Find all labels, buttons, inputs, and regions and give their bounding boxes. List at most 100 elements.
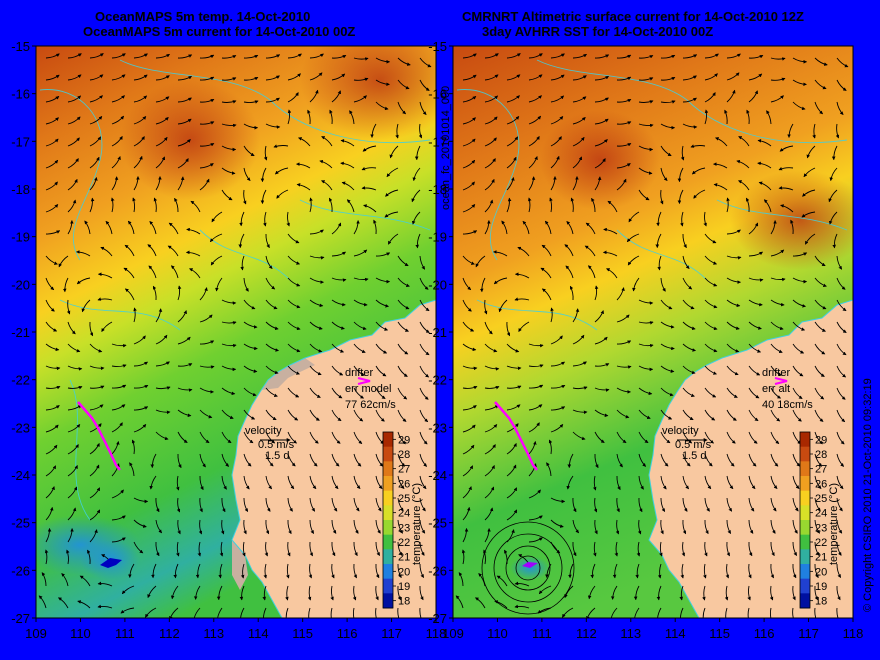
- current-arrow: [221, 343, 237, 348]
- current-arrow: [726, 53, 741, 59]
- current-arrow: [133, 95, 148, 103]
- current-arrow: [483, 299, 488, 315]
- current-arrow: [738, 136, 750, 147]
- current-arrow: [462, 277, 472, 291]
- current-arrow: [296, 162, 311, 169]
- current-arrow: [726, 299, 741, 308]
- current-arrow: [836, 497, 843, 512]
- current-arrow: [462, 343, 477, 352]
- current-arrow: [792, 321, 806, 331]
- current-arrow: [778, 166, 794, 171]
- current-arrow: [828, 211, 838, 225]
- current-arrow: [309, 229, 324, 235]
- current-arrow: [239, 585, 245, 601]
- current-arrow: [704, 409, 716, 421]
- current-arrow: [67, 465, 78, 477]
- colorbar-segment: [383, 461, 393, 477]
- current-arrow: [308, 607, 311, 618]
- current-arrow: [67, 116, 81, 125]
- current-arrow: [397, 255, 409, 267]
- right-current-arrows: [455, 53, 849, 618]
- current-arrow: [199, 340, 215, 345]
- lon-tick-label: 111: [115, 626, 135, 641]
- current-arrow: [541, 288, 552, 301]
- current-arrow: [540, 267, 552, 279]
- current-arrow: [133, 74, 148, 81]
- current-arrow: [265, 387, 278, 397]
- current-arrow: [506, 53, 521, 59]
- current-arrow: [128, 563, 135, 578]
- current-arrow: [792, 475, 800, 490]
- current-arrow: [748, 453, 757, 467]
- current-arrow: [307, 585, 312, 601]
- current-arrow: [67, 158, 79, 169]
- current-arrow: [501, 220, 508, 235]
- current-arrow: [792, 497, 799, 512]
- current-arrow: [528, 404, 543, 411]
- current-arrow: [265, 343, 279, 352]
- lon-tick-label: 116: [337, 626, 358, 641]
- current-arrow: [572, 176, 579, 191]
- current-arrow: [375, 79, 390, 87]
- left-colorbar: 29 28 27 26 25 24 23 22 21 20 19 18 temperature (°C): [382, 431, 423, 609]
- lat-tick-label: -22: [428, 373, 447, 388]
- current-arrow: [133, 136, 145, 147]
- right-drifter-label: drifter: [762, 367, 790, 379]
- current-arrow: [528, 489, 541, 499]
- current-arrow: [638, 55, 654, 59]
- current-arrow: [836, 79, 847, 91]
- current-arrow: [726, 541, 730, 557]
- current-arrow: [594, 176, 602, 191]
- current-arrow: [186, 227, 201, 235]
- current-arrow: [243, 100, 259, 104]
- current-arrow: [748, 222, 759, 235]
- current-arrow: [660, 475, 667, 490]
- lon-tick-label: 113: [203, 626, 224, 641]
- run-id-label: ocean_fc_20101014_000: [440, 85, 452, 210]
- current-arrow: [124, 288, 135, 301]
- current-arrow: [682, 365, 696, 375]
- current-arrow: [177, 176, 185, 191]
- colorbar-segment: [800, 564, 810, 580]
- current-arrow: [836, 365, 847, 378]
- current-arrow: [177, 519, 181, 535]
- current-arrow: [550, 423, 564, 433]
- current-arrow: [240, 607, 245, 618]
- current-arrow: [779, 145, 794, 152]
- current-arrow: [462, 527, 469, 543]
- current-arrow: [287, 453, 296, 467]
- current-arrow: [81, 299, 91, 313]
- current-arrow: [483, 549, 487, 565]
- current-arrow: [243, 431, 254, 444]
- current-arrow: [836, 519, 843, 534]
- current-arrow: [353, 431, 363, 444]
- colorbar-segment: [383, 476, 393, 492]
- current-arrow: [566, 475, 574, 490]
- current-arrow: [544, 220, 552, 235]
- current-arrow: [239, 211, 245, 227]
- current-arrow: [462, 117, 476, 125]
- current-arrow: [111, 463, 120, 477]
- current-arrow: [506, 74, 521, 81]
- current-arrow: [199, 143, 215, 147]
- current-arrow: [353, 563, 357, 579]
- lat-tick-label: -17: [11, 134, 30, 149]
- current-arrow: [546, 462, 552, 477]
- current-arrow: [632, 277, 640, 292]
- current-arrow: [593, 541, 597, 557]
- current-arrow: [331, 90, 342, 103]
- current-arrow: [397, 563, 402, 579]
- current-arrow: [572, 156, 583, 169]
- current-arrow: [353, 220, 360, 235]
- colorbar-segment: [383, 520, 393, 536]
- current-arrow: [660, 299, 673, 310]
- current-arrow: [111, 364, 127, 368]
- lon-tick-label: 109: [442, 626, 464, 641]
- current-arrow: [89, 423, 102, 433]
- current-arrow: [704, 519, 709, 535]
- current-arrow: [484, 158, 496, 169]
- current-arrow: [462, 321, 475, 332]
- current-arrow: [506, 404, 521, 411]
- current-arrow: [704, 109, 709, 125]
- current-arrow: [309, 89, 319, 103]
